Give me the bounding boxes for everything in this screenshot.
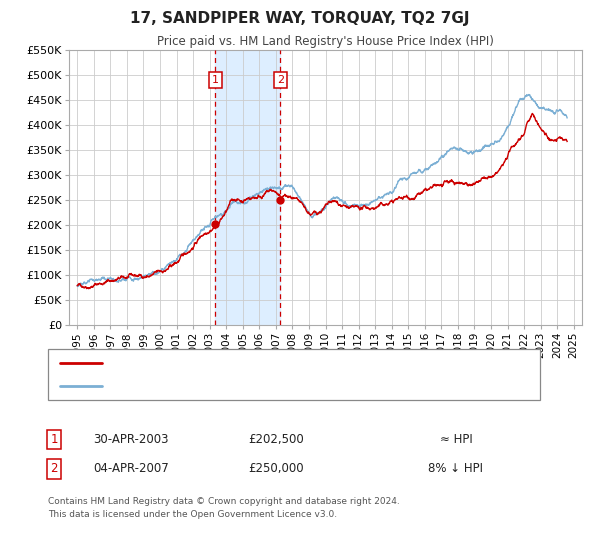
Text: 17, SANDPIPER WAY, TORQUAY, TQ2 7GJ (detached house): 17, SANDPIPER WAY, TORQUAY, TQ2 7GJ (det… [111, 358, 431, 368]
Text: 17, SANDPIPER WAY, TORQUAY, TQ2 7GJ: 17, SANDPIPER WAY, TORQUAY, TQ2 7GJ [130, 11, 470, 26]
Title: Price paid vs. HM Land Registry's House Price Index (HPI): Price paid vs. HM Land Registry's House … [157, 35, 494, 48]
Text: 30-APR-2003: 30-APR-2003 [93, 433, 169, 446]
Text: 8% ↓ HPI: 8% ↓ HPI [428, 462, 484, 475]
Text: Contains HM Land Registry data © Crown copyright and database right 2024.: Contains HM Land Registry data © Crown c… [48, 497, 400, 506]
Text: £202,500: £202,500 [248, 433, 304, 446]
Text: £250,000: £250,000 [248, 462, 304, 475]
Text: ≈ HPI: ≈ HPI [440, 433, 472, 446]
Bar [215, 50, 280, 325]
Text: 1: 1 [50, 433, 58, 446]
Text: This data is licensed under the Open Government Licence v3.0.: This data is licensed under the Open Gov… [48, 510, 337, 519]
Text: 2: 2 [50, 462, 58, 475]
Text: 04-APR-2007: 04-APR-2007 [93, 462, 169, 475]
Text: 1: 1 [212, 76, 218, 85]
Text: 2: 2 [277, 76, 284, 85]
Text: HPI: Average price, detached house, Torbay: HPI: Average price, detached house, Torb… [111, 381, 349, 391]
